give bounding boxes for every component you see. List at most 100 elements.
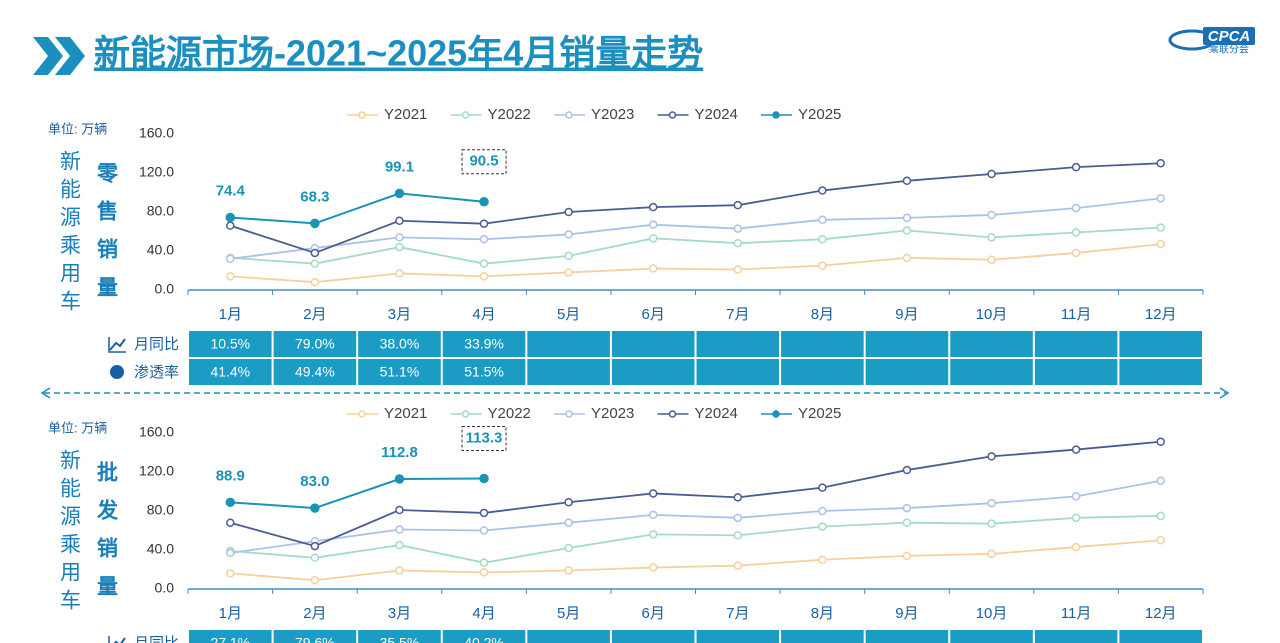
table-cell: [273, 630, 357, 643]
table-cell: [950, 331, 1033, 357]
table-value: 51.1%: [380, 364, 420, 380]
table-value: 35.5%: [380, 635, 420, 643]
legend-marker: [772, 111, 780, 119]
data-point: [226, 254, 235, 264]
table-value: 79.6%: [295, 635, 335, 643]
data-point: [310, 248, 320, 258]
x-tick-label: 10月: [976, 306, 1008, 323]
legend-label: Y2022: [488, 405, 531, 422]
data-point: [1071, 492, 1081, 501]
y-tick-label: 40.0: [147, 242, 174, 258]
data-point: [564, 543, 573, 553]
x-tick-label: 7月: [726, 605, 749, 622]
table-cell: [1119, 630, 1202, 643]
data-point: [395, 242, 404, 252]
table-cell: [865, 331, 949, 357]
data-point: [818, 522, 827, 531]
logo-text: CPCA: [1208, 28, 1251, 45]
data-point: [394, 188, 405, 199]
x-tick-label: 11月: [1061, 605, 1092, 622]
legend-marker: [668, 111, 677, 119]
data-point: [648, 530, 658, 539]
data-point: [902, 503, 912, 513]
table-cell: [1119, 359, 1202, 385]
table-cell: [358, 331, 441, 357]
divider-arrow: [40, 387, 51, 399]
data-point: [987, 498, 996, 508]
x-tick-label: 1月: [219, 306, 242, 323]
y-tick-label: 80.0: [147, 203, 174, 219]
data-point: [902, 465, 912, 475]
y-axis-title-2: 零售销量: [94, 162, 119, 314]
legend-label: Y2023: [591, 405, 634, 422]
table-cell: [442, 359, 526, 385]
data-point: [733, 493, 743, 502]
series-line: [230, 479, 1161, 554]
data-point: [648, 234, 658, 243]
data-point: [987, 452, 996, 461]
x-tick-label: 1月: [219, 605, 242, 622]
data-point: [648, 202, 658, 212]
data-label: 68.3: [300, 188, 329, 205]
data-point: [479, 473, 489, 484]
table-cell: [189, 630, 272, 643]
data-point: [987, 210, 996, 220]
series-line: [230, 192, 485, 225]
y-axis-title: 新能源乘用车: [57, 449, 81, 617]
data-label: 83.0: [300, 473, 329, 490]
x-tick-label: 5月: [557, 306, 580, 323]
data-point: [1156, 159, 1165, 168]
data-point: [395, 216, 404, 226]
table-value: 40.2%: [464, 635, 504, 643]
x-tick-label: 4月: [472, 306, 495, 323]
x-tick-label: 10月: [976, 605, 1008, 622]
data-point: [564, 268, 573, 277]
data-point: [818, 186, 827, 195]
table-value: 33.9%: [464, 336, 504, 352]
data-point: [226, 548, 235, 558]
table-cell: [273, 331, 357, 357]
data-point: [1156, 536, 1165, 545]
data-label: 88.9: [216, 467, 245, 484]
y-tick-label: 80.0: [147, 502, 174, 518]
series-line: [230, 514, 1161, 564]
table-cell: [527, 331, 610, 357]
y-axis-title: 新能源乘用车: [57, 150, 81, 318]
data-point: [902, 176, 912, 186]
data-point: [733, 224, 743, 233]
data-point: [226, 272, 235, 281]
table-cell: [781, 630, 864, 643]
data-point: [479, 526, 489, 535]
table-cell: [442, 630, 526, 643]
table-cell: [781, 359, 864, 385]
divider-arrow: [1219, 387, 1230, 399]
data-point: [226, 221, 235, 230]
data-point: [1156, 194, 1165, 203]
data-point: [1156, 437, 1165, 447]
data-point: [479, 259, 489, 268]
unit-label: 单位: 万辆: [48, 121, 107, 136]
data-point: [1071, 248, 1081, 258]
legend-marker: [772, 410, 780, 418]
data-point: [225, 212, 236, 223]
legend-marker: [358, 111, 366, 119]
data-point: [479, 197, 489, 207]
data-point: [987, 169, 996, 179]
unit-label: 单位: 万辆: [48, 420, 107, 435]
series-line: [230, 243, 1161, 284]
data-point: [479, 508, 489, 518]
legend-label: Y2024: [695, 405, 738, 422]
data-point: [310, 277, 320, 287]
data-point: [733, 238, 743, 248]
table-cell: [611, 359, 695, 385]
data-point: [310, 218, 320, 229]
legend-label: Y2021: [384, 106, 427, 123]
data-point: [818, 215, 827, 225]
data-point: [310, 503, 320, 513]
data-point: [479, 568, 489, 577]
table-cell: [442, 331, 526, 357]
data-point: [987, 519, 996, 528]
data-point: [1071, 162, 1081, 172]
